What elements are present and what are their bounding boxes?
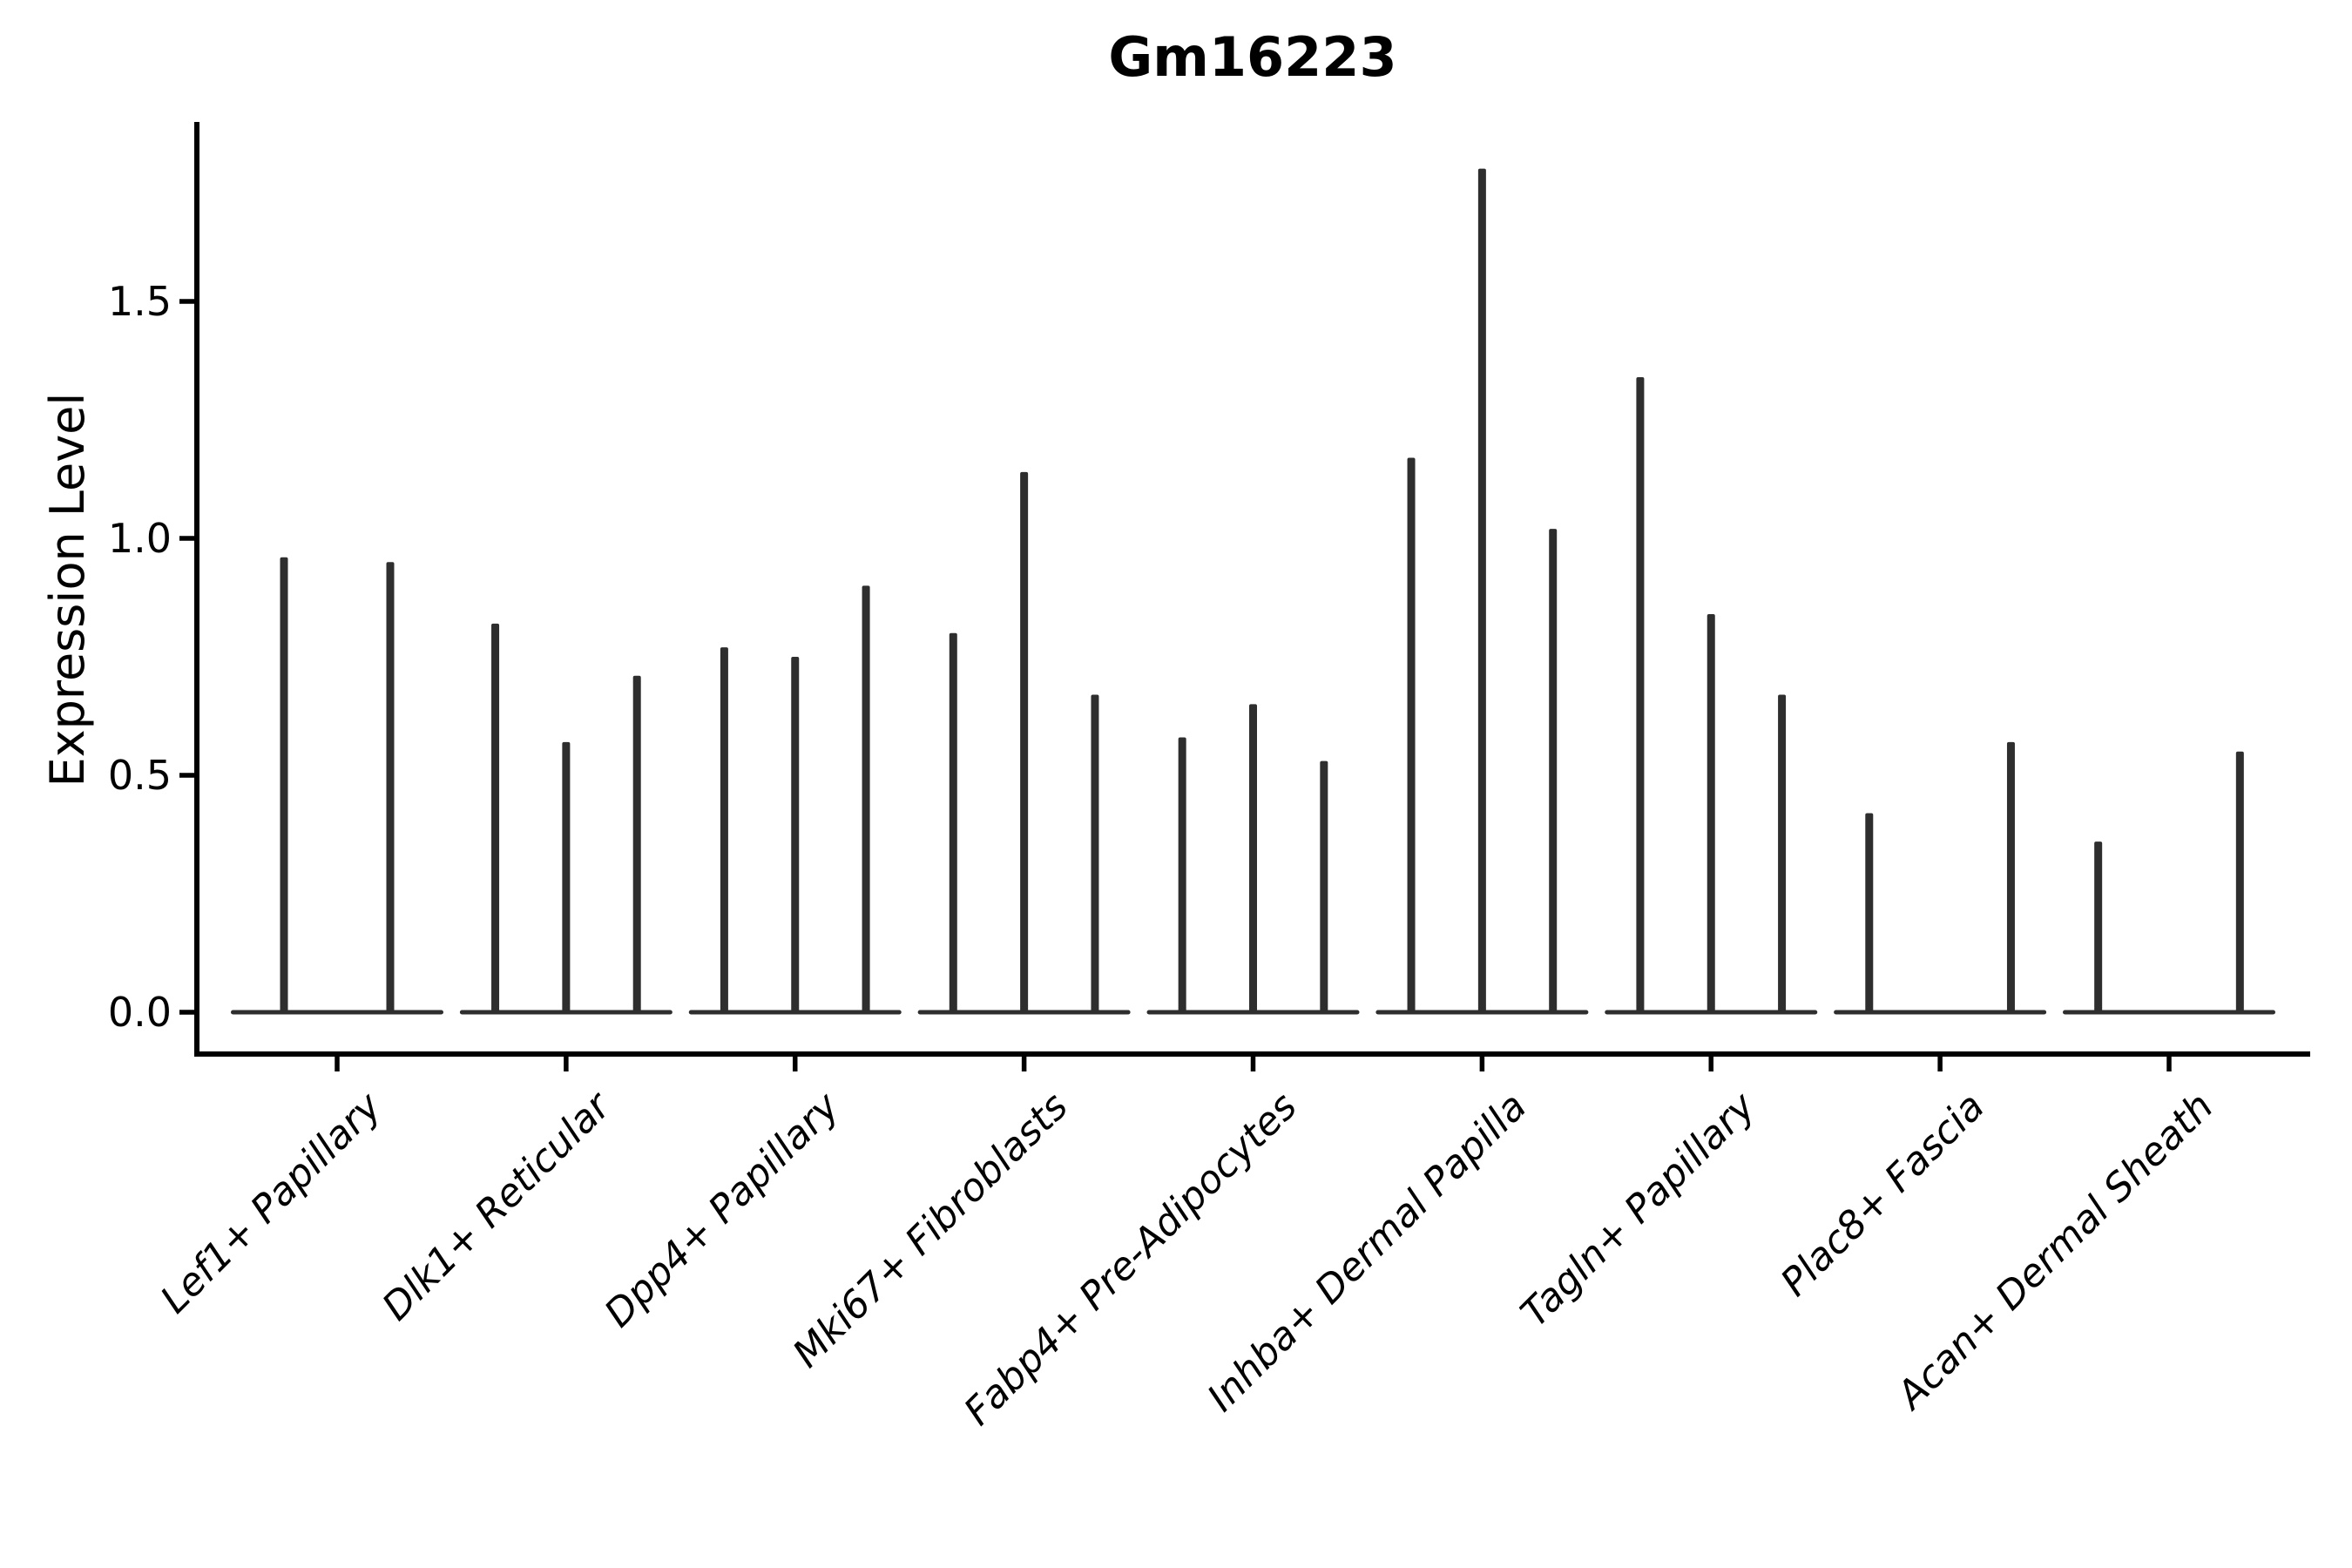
y-tick (179, 299, 194, 304)
y-axis-line (194, 122, 199, 1057)
y-axis-label: Expression Level (40, 392, 95, 787)
violin-spike (1707, 614, 1715, 1012)
violin-spike (1020, 471, 1029, 1012)
y-tick-label: 0.5 (107, 752, 172, 799)
plot-title: Gm16223 (1108, 25, 1397, 89)
violin-spike (1091, 694, 1099, 1012)
violin-spike (1865, 813, 1874, 1012)
violin-spike (791, 657, 800, 1012)
y-tick-label: 1.5 (107, 278, 172, 325)
violin-spike (949, 632, 957, 1012)
x-tick (564, 1057, 569, 1071)
violin-spike (562, 741, 571, 1012)
violin-spike (386, 562, 395, 1012)
violin-spike (280, 557, 288, 1012)
x-tick (335, 1057, 340, 1071)
violin-base (231, 1010, 443, 1015)
x-tick (1708, 1057, 1713, 1071)
y-tick (179, 1010, 194, 1015)
violin-spike (1249, 704, 1257, 1012)
x-tick (1021, 1057, 1027, 1071)
y-tick (179, 536, 194, 541)
violin-spike (1407, 457, 1416, 1012)
violin-spike (1549, 529, 1558, 1012)
x-tick (793, 1057, 798, 1071)
y-tick (179, 773, 194, 778)
violin-spike (1477, 168, 1486, 1012)
violin-spike (2235, 751, 2244, 1012)
x-tick (1479, 1057, 1485, 1071)
violin-base (2063, 1010, 2275, 1015)
y-tick-label: 1.0 (107, 515, 172, 562)
violin-spike (491, 623, 500, 1012)
violin-spike (632, 675, 641, 1012)
violin-spike (862, 585, 870, 1012)
x-tick (1937, 1057, 1943, 1071)
violin-spike (1320, 760, 1328, 1012)
y-tick-label: 0.0 (107, 989, 172, 1036)
violin-spike (1178, 737, 1186, 1012)
violin-spike (2094, 841, 2103, 1012)
violin-spike (2006, 741, 2015, 1012)
x-tick (2166, 1057, 2172, 1071)
violin-spike (720, 647, 728, 1012)
x-axis-line (194, 1051, 2310, 1057)
violin-spike (1636, 377, 1645, 1012)
violin-base (1834, 1010, 2047, 1015)
violin-spike (1778, 694, 1787, 1012)
x-tick (1250, 1057, 1256, 1071)
